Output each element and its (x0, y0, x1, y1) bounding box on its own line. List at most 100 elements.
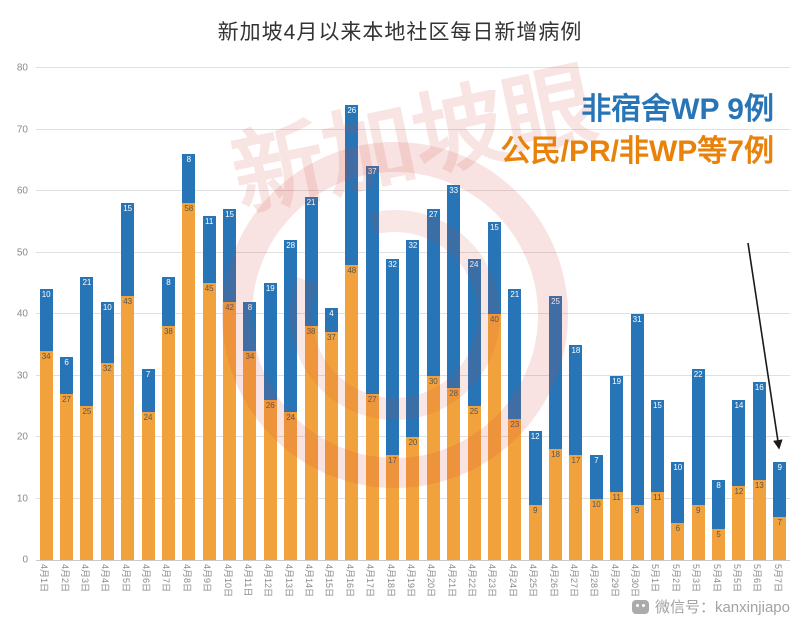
bar-stack: 32 17 (386, 68, 400, 560)
bar-value-label: 32 (408, 241, 418, 251)
bar-value-label: 28 (449, 388, 459, 398)
bar-segment-orange: 58 (182, 203, 196, 560)
bar-segment-orange: 28 (447, 387, 461, 560)
x-tick-label: 4月24日 (507, 564, 518, 598)
bar-value-label: 24 (143, 413, 153, 423)
bar-stack: 6 27 (60, 68, 74, 560)
bar-value-label: 15 (225, 210, 235, 220)
bar-column: 19 26 (260, 68, 280, 560)
bar-value-label: 11 (205, 216, 214, 226)
x-tick-label: 4月18日 (385, 564, 396, 598)
bar-segment-orange: 17 (386, 455, 400, 560)
bar-value-label: 17 (388, 456, 398, 466)
bar-segment-blue: 37 (365, 166, 379, 394)
bar-segment-blue: 8 (182, 154, 196, 204)
bar-column: 6 27 (56, 68, 76, 560)
bar-segment-blue: 32 (386, 258, 400, 456)
x-tick: 4月25日 (525, 561, 545, 617)
bar-value-label: 21 (306, 198, 316, 208)
x-tick-label: 4月11日 (242, 564, 253, 597)
x-tick-label: 5月5日 (731, 564, 742, 593)
bar-stack: 15 11 (650, 68, 664, 560)
bar-segment-blue: 19 (610, 375, 624, 493)
bar-value-label: 19 (612, 376, 622, 386)
bar-value-label: 9 (634, 505, 640, 515)
x-tick: 4月23日 (484, 561, 504, 617)
bar-segment-blue: 6 (60, 357, 74, 394)
bar-value-label: 4 (329, 308, 334, 318)
bar-segment-blue: 8 (161, 277, 175, 327)
bar-value-label: 10 (673, 462, 683, 472)
bar-stack: 14 12 (732, 68, 746, 560)
bar-column: 19 11 (607, 68, 627, 560)
bar-stack: 32 20 (406, 68, 420, 560)
x-tick: 4月28日 (586, 561, 606, 617)
bar-value-label: 24 (469, 259, 479, 269)
bar-stack: 21 25 (80, 68, 94, 560)
bar-segment-orange: 25 (467, 406, 481, 560)
y-tick-label: 80 (16, 62, 28, 74)
bar-stack: 4 37 (324, 68, 338, 560)
bar-column: 14 12 (729, 68, 749, 560)
bars: 10 34 6 27 21 25 10 32 15 43 7 24 8 38 8 58 11 45 15 42 8 34 1… (36, 68, 790, 560)
x-tick: 4月18日 (382, 561, 402, 617)
bar-segment-blue: 19 (263, 283, 277, 401)
bar-stack: 22 9 (691, 68, 705, 560)
gridline (36, 190, 790, 191)
x-tick: 4月27日 (566, 561, 586, 617)
y-tick-label: 60 (16, 185, 28, 197)
bar-column: 4 37 (321, 68, 341, 560)
bar-column: 7 24 (138, 68, 158, 560)
bar-segment-orange: 11 (650, 492, 664, 560)
bar-segment-blue: 14 (732, 400, 746, 487)
bar-segment-orange: 40 (487, 314, 501, 560)
x-tick: 4月10日 (219, 561, 239, 617)
bar-value-label: 25 (551, 296, 561, 306)
bar-value-label: 14 (734, 401, 744, 411)
x-tick-label: 4月28日 (589, 564, 600, 598)
bar-column: 7 10 (586, 68, 606, 560)
bar-column: 15 42 (219, 68, 239, 560)
bar-segment-blue: 12 (528, 430, 542, 505)
x-tick: 4月15日 (321, 561, 341, 617)
x-tick: 4月19日 (403, 561, 423, 617)
bar-stack: 31 9 (630, 68, 644, 560)
bar-value-label: 21 (82, 278, 92, 288)
x-tick-label: 4月10日 (222, 564, 233, 598)
bar-stack: 18 17 (569, 68, 583, 560)
bar-column: 28 24 (281, 68, 301, 560)
bar-value-label: 23 (510, 419, 520, 429)
bar-column: 15 11 (647, 68, 667, 560)
bar-column: 8 58 (179, 68, 199, 560)
x-tick-label: 5月7日 (772, 564, 783, 593)
y-tick-label: 70 (16, 124, 28, 135)
bar-segment-blue: 16 (752, 381, 766, 481)
bar-segment-orange: 43 (121, 295, 135, 560)
bar-segment-blue: 24 (467, 258, 481, 407)
bar-segment-blue: 33 (447, 184, 461, 388)
bar-stack: 11 45 (202, 68, 216, 560)
x-tick: 4月17日 (362, 561, 382, 617)
bar-column: 37 27 (362, 68, 382, 560)
bar-value-label: 9 (777, 462, 782, 472)
x-tick: 4月8日 (179, 561, 199, 617)
bar-column: 10 34 (36, 68, 56, 560)
bar-column: 10 32 (97, 68, 117, 560)
bar-value-label: 24 (286, 413, 296, 423)
bar-value-label: 7 (777, 517, 782, 527)
bar-stack: 19 11 (610, 68, 624, 560)
bar-value-label: 10 (102, 302, 112, 312)
x-tick: 4月6日 (138, 561, 158, 617)
bar-segment-orange: 27 (365, 393, 379, 560)
bar-segment-orange: 6 (671, 523, 685, 560)
credit: 微信号：kanxinjiapo (631, 596, 790, 617)
bar-stack: 19 26 (263, 68, 277, 560)
bar-value-label: 31 (632, 315, 642, 325)
x-tick: 4月26日 (545, 561, 565, 617)
bar-stack: 10 6 (671, 68, 685, 560)
bar-value-label: 8 (716, 481, 721, 491)
bar-column: 21 23 (505, 68, 525, 560)
